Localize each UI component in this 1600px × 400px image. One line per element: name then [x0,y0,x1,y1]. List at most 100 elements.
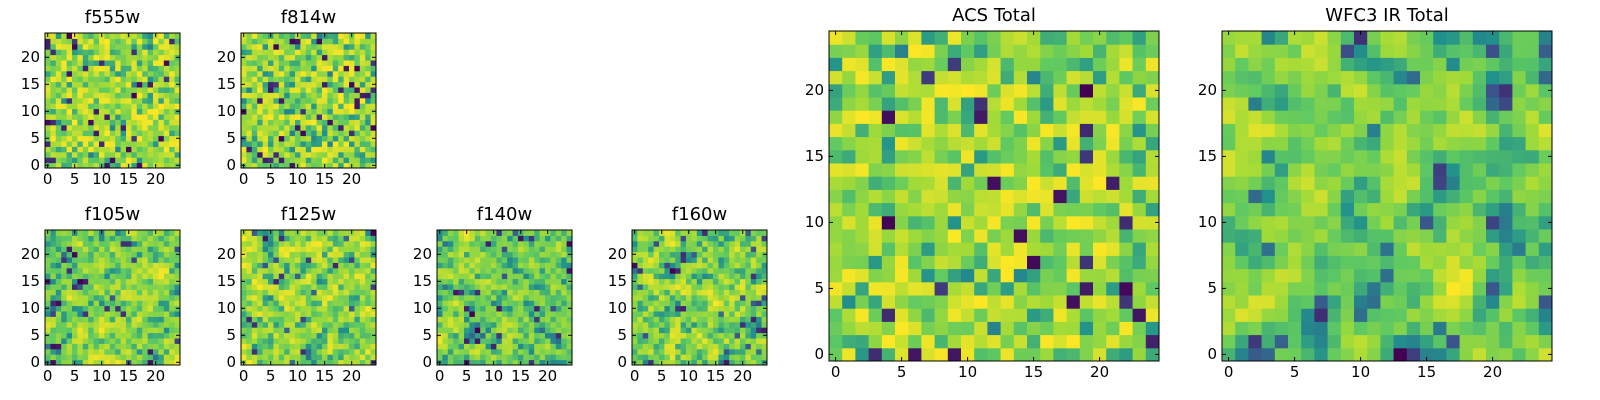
heatmap-cell [322,130,328,137]
heatmap-cell [523,278,530,285]
heatmap-cell [1119,308,1134,322]
heatmap-cell [480,251,487,258]
heatmap-cell [88,321,95,328]
heatmap-cell [268,124,274,131]
heatmap-cell [365,119,372,126]
heatmap-cell [66,49,73,56]
heatmap-cell [278,348,285,355]
heatmap-cell [136,289,143,296]
heatmap-cell [278,65,285,72]
heatmap-cell [501,273,508,280]
heatmap-cell [273,49,280,56]
heatmap-cell [1314,242,1329,256]
heatmap-cell [332,33,339,39]
heatmap-cell [868,176,883,190]
heatmap-cell [174,348,181,355]
heatmap-cell [1499,268,1513,283]
heatmap-cell [120,124,127,131]
heatmap-cell [868,308,883,322]
heatmap-cell [718,338,725,344]
heatmap-cell [555,343,562,350]
heatmap-cell [464,316,470,323]
heatmap-cell [126,311,132,317]
heatmap-cell [437,311,443,317]
heatmap-cell [637,311,644,317]
heatmap-cell [88,289,95,296]
heatmap-cell [158,130,165,137]
heatmap-cell [305,278,312,285]
heatmap-cell [723,230,730,236]
heatmap-cell [1145,242,1160,256]
heatmap-cell [311,327,318,334]
heatmap-cell [305,135,312,142]
heatmap-cell [45,146,51,153]
heatmap-cell [1248,215,1263,230]
heatmap-cell [246,65,253,72]
heatmap-cell [648,262,655,269]
heatmap-cell [987,202,1002,217]
heatmap-cell [453,235,460,242]
heatmap-cell [491,305,497,312]
heatmap-cell [723,289,730,296]
heatmap-cell [115,135,122,142]
heatmap-cell [659,343,665,350]
heatmap-cell [1027,110,1041,124]
heatmap-cell [109,65,116,72]
heatmap-cell [131,251,138,258]
heatmap-cell [653,316,660,323]
heatmap-cell [131,146,138,153]
heatmap-cell [1327,255,1342,270]
heatmap-cell [257,240,264,247]
heatmap-cell [338,278,345,285]
heatmap-cell [93,87,100,93]
heatmap-cell [257,43,264,50]
heatmap-cell [555,316,562,323]
heatmap-cell [1499,163,1513,177]
heatmap-cell [1013,215,1028,230]
heatmap-cell [300,54,307,61]
heatmap-cell [257,157,264,164]
heatmap-cell [518,327,524,334]
heatmap-cell [842,176,856,190]
heatmap-cell [895,136,909,151]
heatmap-cell [241,348,247,355]
heatmap-cell [702,284,709,290]
heatmap-cell [174,267,181,274]
heatmap-cell [669,316,676,323]
heatmap-cell [284,332,291,339]
heatmap-cell [295,146,301,153]
axes-frame [240,32,377,169]
heatmap-cell [934,189,949,204]
heatmap-cell [278,130,285,137]
heatmap-cell [300,240,307,247]
heatmap-cell [550,316,557,323]
heatmap-cell [1446,321,1461,336]
heatmap-cell [491,332,497,339]
heatmap-cell [268,305,274,312]
heatmap-cell [163,300,170,307]
heatmap-cell [729,267,736,274]
heatmap-cell [50,92,57,99]
heatmap-cell [359,348,366,355]
heatmap-cell [295,87,301,93]
heatmap-cell [1000,334,1015,349]
heatmap-cell [642,338,649,344]
heatmap-cell [1040,242,1054,256]
heatmap-cell [895,97,909,111]
heatmap-cell [1027,149,1041,164]
heatmap-cell [109,54,116,61]
heatmap-cell [273,130,280,137]
heatmap-cell [539,257,546,263]
heatmap-cell [961,215,975,230]
heatmap-cell [713,246,719,253]
heatmap-cell [115,305,122,312]
heatmap-cell [653,240,660,247]
heatmap-cell [734,246,741,253]
heatmap-cell [365,54,372,61]
heatmap-cell [518,278,524,285]
heatmap-cell [278,262,285,269]
heatmap-cell [131,262,138,269]
heatmap-cell [99,251,105,258]
heatmap-cell [686,316,692,323]
heatmap-cell [734,354,741,361]
